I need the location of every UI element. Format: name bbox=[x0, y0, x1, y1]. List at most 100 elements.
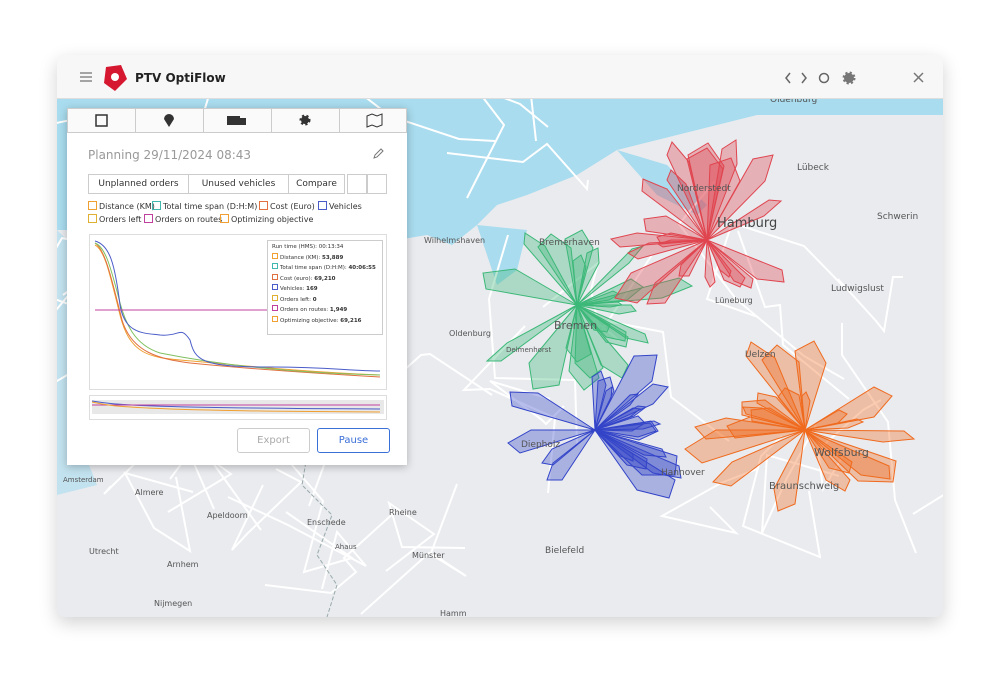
legend-label: Cost (Euro) bbox=[270, 202, 315, 211]
route-area bbox=[594, 393, 640, 431]
legend-item: Total time span (D:H:M) bbox=[152, 201, 257, 211]
legend-item: Optimizing objective bbox=[220, 214, 313, 224]
tooltip-item: Distance (KM): 53,889 bbox=[272, 252, 378, 261]
tooltip-label: Vehicles: bbox=[280, 286, 305, 292]
icon bbox=[240, 118, 246, 125]
refresh-button[interactable] bbox=[818, 72, 830, 84]
tab[interactable]: Compare bbox=[288, 174, 345, 194]
pause-button[interactable]: Pause bbox=[317, 428, 390, 453]
swatch bbox=[272, 294, 278, 301]
tooltip-label: Orders on routes: bbox=[280, 307, 329, 313]
checkbox bbox=[144, 214, 153, 223]
chart-view-button[interactable] bbox=[367, 174, 387, 194]
settings-button[interactable] bbox=[842, 71, 856, 85]
city: Ludwigslust bbox=[831, 284, 884, 294]
slider-track bbox=[92, 400, 384, 414]
route-area bbox=[565, 303, 592, 363]
line bbox=[94, 242, 381, 376]
city: Braunschweig bbox=[769, 481, 839, 492]
city: Uelzen bbox=[745, 350, 776, 360]
city: Wolfsburg bbox=[814, 446, 869, 459]
icon bbox=[366, 113, 383, 128]
route-area bbox=[804, 429, 851, 492]
city: Bielefeld bbox=[545, 546, 584, 556]
route-area bbox=[750, 407, 806, 431]
city: Münster bbox=[412, 551, 445, 560]
route-area bbox=[594, 429, 634, 462]
route-area bbox=[706, 239, 732, 278]
road bbox=[264, 509, 398, 595]
tooltip-value: 53,889 bbox=[322, 254, 344, 261]
route-area bbox=[564, 229, 594, 306]
route-area bbox=[704, 239, 716, 288]
route-area bbox=[594, 429, 667, 458]
icon bbox=[227, 116, 240, 125]
route-area bbox=[745, 341, 806, 431]
route-area bbox=[706, 139, 738, 241]
city: Schwerin bbox=[877, 212, 918, 222]
planning-title: Planning 29/11/2024 08:43 bbox=[88, 148, 252, 162]
city: Enschede bbox=[307, 518, 346, 527]
legend-label: Orders left bbox=[99, 215, 142, 224]
road bbox=[385, 500, 466, 572]
tab[interactable]: Unused vehicles bbox=[188, 174, 289, 194]
route-area bbox=[594, 354, 658, 431]
legend-item: Orders left bbox=[88, 214, 141, 224]
route-area bbox=[777, 387, 806, 432]
tab[interactable]: Unplanned orders bbox=[88, 174, 189, 194]
route-area bbox=[666, 141, 708, 241]
line bbox=[91, 400, 381, 410]
route-area bbox=[684, 429, 806, 464]
checkbox bbox=[88, 214, 97, 223]
clusters bbox=[482, 139, 916, 512]
route-area bbox=[641, 178, 708, 241]
swatch bbox=[272, 284, 278, 290]
route-area bbox=[800, 391, 811, 431]
city: Ahaus bbox=[335, 543, 357, 551]
close-button[interactable] bbox=[913, 72, 924, 83]
road bbox=[260, 428, 355, 574]
title-bar: PTV OptiFlow bbox=[57, 55, 943, 99]
tooltip: Run time (HMS): 00:13:34 Distance (KM): 5… bbox=[267, 240, 383, 335]
route-area bbox=[756, 392, 806, 431]
route-area bbox=[646, 239, 708, 305]
road bbox=[705, 221, 845, 318]
route-area bbox=[594, 415, 646, 432]
route-area bbox=[609, 232, 708, 248]
list-view-button[interactable] bbox=[347, 174, 367, 194]
checkbox bbox=[259, 201, 268, 210]
route-area bbox=[594, 422, 657, 438]
icon bbox=[164, 114, 174, 127]
route-area bbox=[742, 406, 806, 431]
back-button[interactable] bbox=[785, 72, 791, 84]
tooltip-value: 1,949 bbox=[329, 307, 348, 313]
route-area bbox=[576, 304, 649, 344]
route-area bbox=[576, 247, 600, 306]
map-tab[interactable] bbox=[339, 108, 407, 133]
legend-item: Orders on routes bbox=[144, 214, 222, 224]
route-area bbox=[594, 386, 613, 431]
city: Bremen bbox=[554, 319, 597, 332]
city: Hamburg bbox=[717, 216, 777, 231]
range-slider[interactable] bbox=[89, 395, 387, 420]
tooltip-item: Optimizing objective: 69,216 bbox=[272, 315, 378, 324]
checkbox bbox=[220, 214, 229, 223]
route-area bbox=[528, 304, 578, 390]
route-area bbox=[804, 386, 893, 431]
route-area bbox=[591, 370, 607, 431]
edit-button[interactable] bbox=[372, 148, 384, 160]
route-area bbox=[706, 199, 783, 241]
forward-button[interactable] bbox=[801, 72, 807, 84]
route-area bbox=[576, 290, 621, 306]
route-area bbox=[482, 268, 578, 306]
export-button[interactable]: Export bbox=[237, 428, 310, 453]
road bbox=[590, 317, 730, 442]
route-area bbox=[666, 169, 708, 241]
swatch bbox=[272, 305, 278, 311]
line bbox=[94, 242, 381, 378]
route-area bbox=[614, 239, 708, 304]
swatch bbox=[272, 315, 278, 322]
menu-button[interactable] bbox=[80, 72, 92, 82]
road bbox=[741, 435, 822, 559]
app-window: Oldenburg Lübeck Norderstedt Hamburg Sch… bbox=[57, 55, 943, 617]
